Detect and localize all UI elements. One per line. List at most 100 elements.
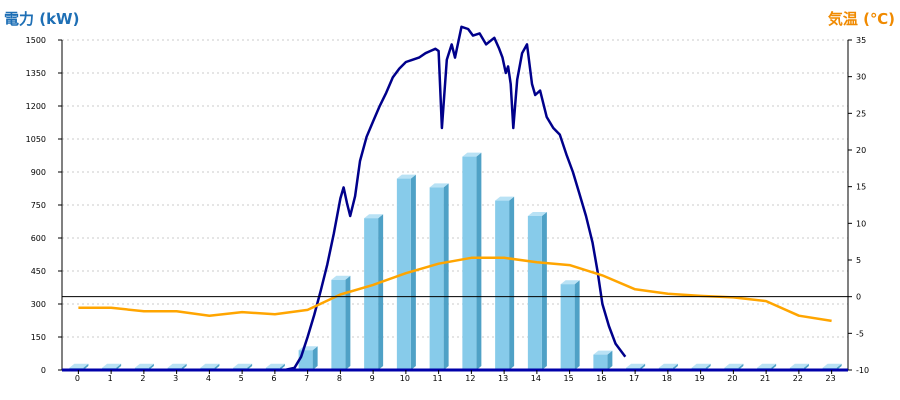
bar-side — [738, 363, 744, 370]
bar-side — [509, 196, 515, 370]
right-tick-label: 35 — [856, 36, 866, 45]
bar-top — [233, 363, 253, 368]
right-tick-label: -10 — [856, 366, 869, 375]
left-tick-label: 450 — [31, 267, 46, 276]
bar-side — [83, 363, 89, 370]
x-tick-label: 17 — [629, 374, 639, 383]
bar-side — [705, 363, 711, 370]
left-tick-label: 1500 — [26, 36, 46, 45]
left-tick-label: 1050 — [26, 135, 46, 144]
x-tick-label: 23 — [826, 374, 836, 383]
bar-side — [214, 363, 220, 370]
bar-top — [724, 363, 744, 368]
bar-front — [527, 216, 542, 370]
bar-8 — [331, 275, 351, 370]
bar-side — [148, 363, 154, 370]
tick-labels: 01503004506007509001050120013501500-10-5… — [26, 36, 869, 383]
x-tick-label: 2 — [140, 374, 145, 383]
bar-front — [593, 354, 608, 370]
series-lines — [78, 25, 832, 372]
bar-front — [560, 284, 575, 370]
bar-side — [541, 212, 547, 370]
left-tick-label: 1350 — [26, 69, 46, 78]
x-tick-label: 9 — [370, 374, 375, 383]
x-tick-label: 20 — [727, 374, 737, 383]
bar-top — [364, 214, 384, 219]
bar-side — [640, 363, 646, 370]
bar-front — [331, 279, 346, 370]
bar-side — [378, 214, 384, 370]
bar-11 — [429, 183, 449, 370]
bar-top — [626, 363, 646, 368]
bar-top — [593, 350, 613, 355]
bar-side — [476, 152, 482, 370]
right-tick-label: 10 — [856, 219, 866, 228]
x-tick-label: 16 — [596, 374, 606, 383]
x-tick-label: 22 — [793, 374, 803, 383]
x-tick-label: 8 — [337, 374, 342, 383]
x-tick-label: 18 — [662, 374, 672, 383]
left-tick-label: 600 — [31, 234, 46, 243]
bar-side — [574, 280, 580, 370]
right-tick-label: 15 — [856, 183, 866, 192]
right-axis-title: 気温 (℃) — [828, 10, 895, 28]
x-tick-label: 1 — [108, 374, 113, 383]
x-tick-label: 14 — [531, 374, 541, 383]
bar-14 — [527, 212, 547, 370]
bar-top — [462, 152, 482, 157]
bar-side — [607, 350, 613, 370]
bar-side — [312, 346, 318, 370]
bar-top — [429, 183, 449, 188]
axes — [61, 40, 849, 372]
x-tick-label: 7 — [304, 374, 309, 383]
bar-top — [102, 363, 122, 368]
bar-top — [560, 280, 580, 285]
x-tick-label: 19 — [695, 374, 705, 383]
left-tick-label: 0 — [41, 366, 46, 375]
bar-top — [396, 174, 416, 179]
right-tick-label: -5 — [856, 329, 864, 338]
bar-top — [134, 363, 154, 368]
bar-top — [167, 363, 187, 368]
bar-top — [265, 363, 285, 368]
x-tick-label: 4 — [206, 374, 211, 383]
right-tick-label: 0 — [856, 293, 861, 302]
x-tick-label: 13 — [498, 374, 508, 383]
bar-top — [757, 363, 777, 368]
bar-top — [331, 275, 351, 280]
bar-side — [279, 363, 285, 370]
x-tick-label: 21 — [760, 374, 770, 383]
bar-top — [822, 363, 842, 368]
x-tick-label: 6 — [271, 374, 276, 383]
x-tick-label: 5 — [239, 374, 244, 383]
x-tick-label: 15 — [564, 374, 574, 383]
right-tick-label: 5 — [856, 256, 861, 265]
x-tick-label: 12 — [465, 374, 475, 383]
right-tick-label: 25 — [856, 109, 866, 118]
bar-side — [672, 363, 678, 370]
bar-side — [181, 363, 187, 370]
right-tick-label: 30 — [856, 73, 866, 82]
grid — [62, 39, 848, 338]
x-tick-label: 11 — [433, 374, 443, 383]
bar-side — [345, 275, 351, 370]
right-tick-label: 20 — [856, 146, 866, 155]
bar-13 — [495, 196, 515, 370]
bar-top — [691, 363, 711, 368]
bar-top — [200, 363, 220, 368]
x-tick-label: 3 — [173, 374, 178, 383]
left-tick-label: 300 — [31, 300, 46, 309]
left-tick-label: 900 — [31, 168, 46, 177]
bar-12 — [462, 152, 482, 370]
bar-top — [789, 363, 809, 368]
bar-side — [247, 363, 253, 370]
bar-side — [771, 363, 777, 370]
bar-top — [495, 196, 515, 201]
bar-9 — [364, 214, 384, 370]
bar-side — [443, 183, 449, 370]
left-axis-title: 電力 (kW) — [4, 10, 79, 28]
left-tick-label: 750 — [31, 201, 46, 210]
bar-front — [429, 187, 444, 370]
bar-16 — [593, 350, 613, 370]
